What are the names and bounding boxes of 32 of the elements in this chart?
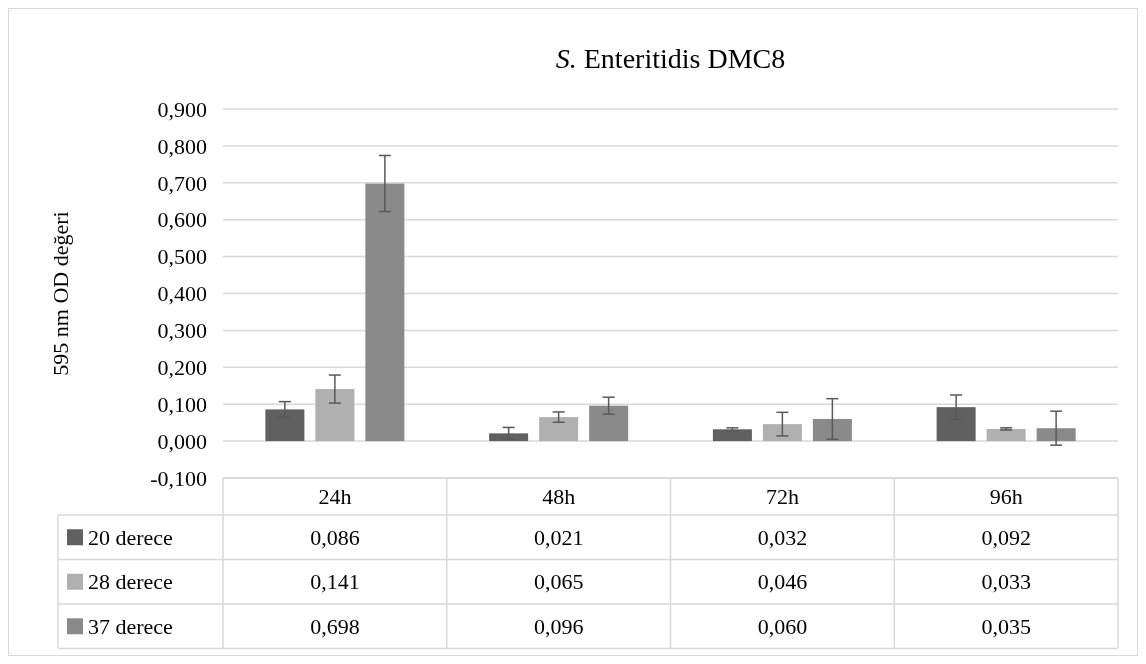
data-label: 0,092 xyxy=(981,524,1031,550)
data-label: 0,032 xyxy=(757,524,808,550)
y-axis-title: 595 nm OD değeri xyxy=(48,211,73,376)
x-tick-label: 96h xyxy=(989,484,1023,510)
x-tick-label: 48h xyxy=(542,484,576,510)
y-tick-label: 0,400 xyxy=(157,281,207,307)
y-tick-label: 0,100 xyxy=(157,391,207,417)
data-label: 0,035 xyxy=(981,613,1031,639)
legend-label: 28 derece xyxy=(88,569,173,595)
y-tick-label: 0,000 xyxy=(157,428,207,454)
y-tick-label: -0,100 xyxy=(150,465,207,491)
x-tick-label: 72h xyxy=(765,484,799,510)
data-label: 0,060 xyxy=(757,613,808,639)
data-label: 0,065 xyxy=(533,569,584,595)
chart-title: S. Enteritidis DMC8 xyxy=(555,43,786,74)
y-tick-label: 0,200 xyxy=(157,355,207,380)
y-tick-label: 0,700 xyxy=(157,170,207,196)
data-label: 0,046 xyxy=(757,569,808,595)
x-tick-label: 24h xyxy=(318,484,352,510)
data-label: 0,021 xyxy=(533,524,584,550)
y-tick-label: 0,900 xyxy=(157,96,207,122)
data-label: 0,086 xyxy=(310,524,360,550)
y-tick-label: 0,800 xyxy=(157,133,207,159)
data-label: 0,141 xyxy=(310,569,360,595)
y-tick-label: 0,500 xyxy=(157,244,207,270)
data-label: 0,033 xyxy=(981,569,1031,595)
data-label: 0,096 xyxy=(533,613,584,639)
legend-label: 20 derece xyxy=(88,524,173,550)
data-label: 0,698 xyxy=(310,613,360,639)
y-tick-label: 0,300 xyxy=(157,318,207,344)
y-tick-label: 0,600 xyxy=(157,207,207,233)
legend-label: 37 derece xyxy=(88,613,173,639)
